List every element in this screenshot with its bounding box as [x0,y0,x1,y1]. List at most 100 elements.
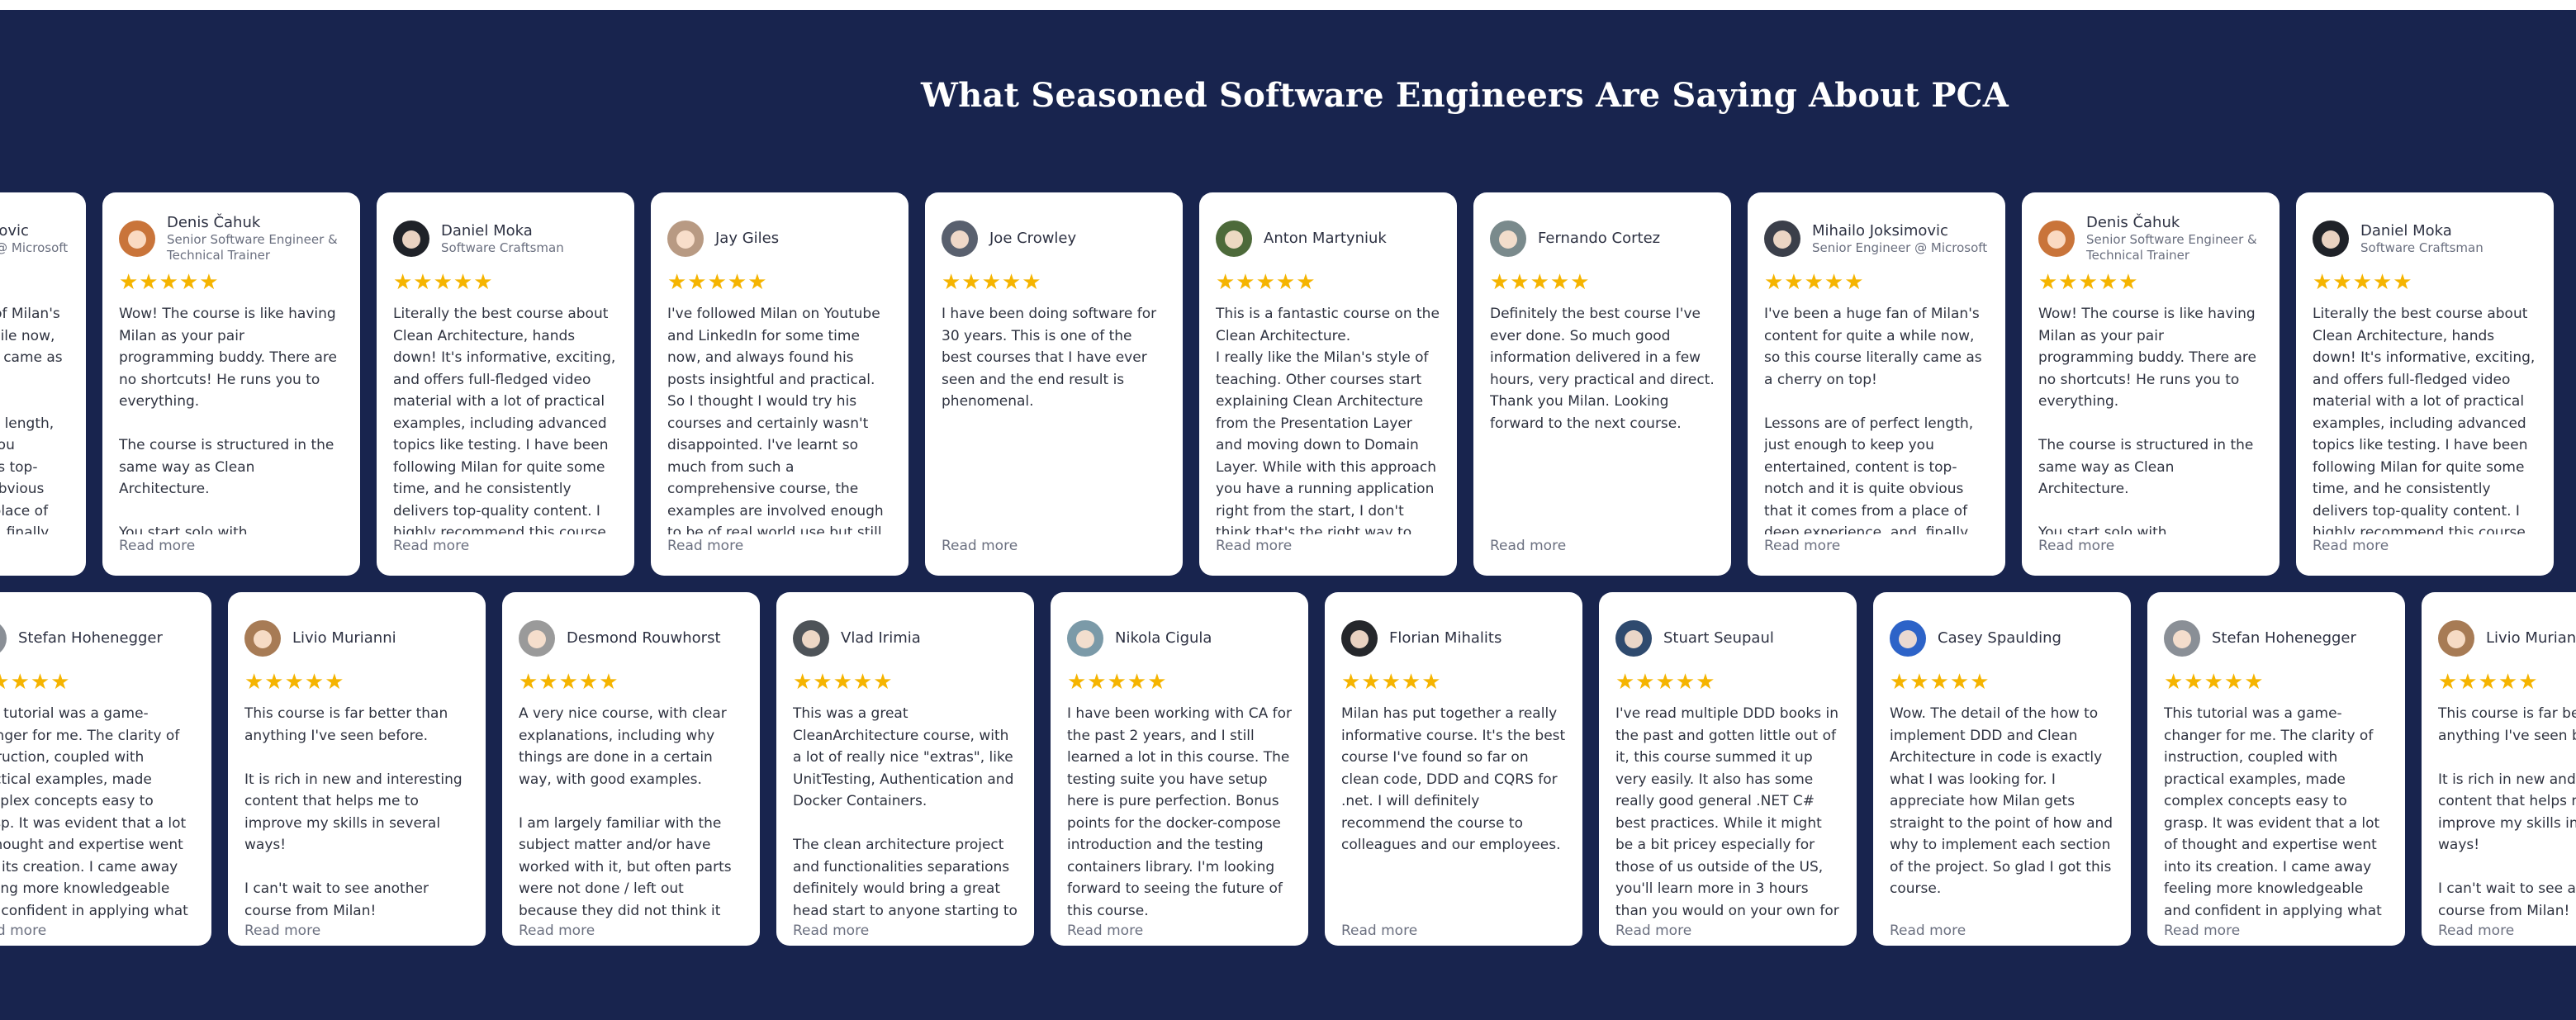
testimonial-text: I've read multiple DDD books in the past… [1615,705,1839,919]
read-more-link[interactable]: Read more [119,538,196,554]
testimonial-card: Stuart Seupaul ★★★★★ I've read multiple DD… [1599,592,1857,946]
star-rating: ★★★★★ [1067,670,1168,695]
read-more-link[interactable]: Read more [1615,923,1692,939]
reviewer-info: Nikola Cigula [1115,629,1212,648]
testimonial-card: Denis Čahuk Senior Software Engineer & Te… [2022,192,2279,576]
reviewer-header: Nikola Cigula [1067,614,1292,663]
read-more-link[interactable]: Read more [1490,538,1567,554]
testimonial-card: Stefan Hohenegger ★★★★★ This tutorial was … [2147,592,2405,946]
reviewer-header: Vlad Irimia [793,614,1018,663]
testimonial-card: Daniel Moka Software Craftsman ★★★★★ Litera… [377,192,634,576]
testimonial-card: Denis Čahuk Senior Software Engineer & Te… [102,192,360,576]
reviewer-header: Fernando Cortez [1490,214,1715,263]
reviewer-info: Stefan Hohenegger [2212,629,2356,648]
read-more-link[interactable]: Read more [1341,923,1418,939]
testimonial-text: Wow! The course is like having Milan as … [119,306,337,534]
avatar [519,620,555,657]
read-more-link[interactable]: Read more [2438,923,2515,939]
testimonial-text: I have been working with CA for the past… [1067,705,1292,919]
reviewer-info: Livio Murianni [292,629,396,648]
testimonial-text: I have been doing software for 30 years.… [942,306,1157,410]
reviewer-role: Software Craftsman [2360,240,2483,255]
read-more-link[interactable]: Read more [244,923,321,939]
reviewer-info: Vlad Irimia [841,629,921,648]
avatar [1067,620,1103,657]
read-more-link[interactable]: Read more [793,923,870,939]
reviewer-header: Stuart Seupaul [1615,614,1840,663]
reviewer-header: Anton Martyniuk [1216,214,1440,263]
read-more-link[interactable]: Read more [519,923,595,939]
reviewer-role: Senior Software Engineer & Technical Tra… [2086,232,2257,263]
read-more-link[interactable]: Read more [2038,538,2115,554]
read-more-link[interactable]: Read more [393,538,470,554]
read-more-link[interactable]: Read more [1764,538,1841,554]
reviewer-header: Desmond Rouwhorst [519,614,743,663]
reviewer-name: Vlad Irimia [841,629,921,647]
avatar [1764,221,1800,257]
testimonial-text: This was a great CleanArchitecture cours… [793,705,1018,919]
avatar [2313,221,2349,257]
section-title: What Seasoned Software Engineers Are Say… [921,76,2009,115]
testimonial-text: Literally the best course about Clean Ar… [2313,306,2536,534]
reviewer-info: Desmond Rouwhorst [567,629,721,648]
testimonial-text: This course is far better than anything … [2438,705,2576,919]
reviewer-header: Daniel Moka Software Craftsman [393,214,618,263]
star-rating: ★★★★★ [393,270,494,295]
testimonial-card: Anton Martyniuk ★★★★★ This is a fantastic … [1199,192,1457,576]
testimonial-text: Definitely the best course I've ever don… [1490,306,1715,432]
avatar [942,221,978,257]
reviewer-header: Stefan Hohenegger [2164,614,2389,663]
reviewer-info: Stefan Hohenegger [18,629,163,648]
read-more-link[interactable]: Read more [1890,923,1966,939]
avatar [793,620,829,657]
reviewer-info: Anton Martyniuk [1264,230,1387,248]
reviewer-info: Fernando Cortez [1538,230,1660,248]
read-more-link[interactable]: Read more [1067,923,1144,939]
read-more-link[interactable]: Read more [0,923,47,939]
star-rating: ★★★★★ [0,670,71,695]
avatar [667,221,704,257]
read-more-link[interactable]: Read more [667,538,744,554]
reviewer-header: Livio Murianni [2438,614,2576,663]
testimonial-card: Joe Crowley ★★★★★ I have been doing softwa… [925,192,1183,576]
reviewer-name: Stefan Hohenegger [2212,629,2356,647]
avatar [1341,620,1378,657]
reviewer-header: Denis Čahuk Senior Software Engineer & Te… [2038,214,2263,263]
reviewer-role: Software Craftsman [441,240,564,255]
reviewer-name: Daniel Moka [2360,221,2452,240]
reviewer-name: Fernando Cortez [1538,230,1661,247]
reviewer-info: Stuart Seupaul [1663,629,1774,648]
testimonial-card: Daniel Moka Software Craftsman ★★★★★ Litera… [2296,192,2554,576]
star-rating: ★★★★★ [2038,270,2139,295]
reviewer-info: Jay Giles [715,230,779,248]
reviewer-info: Denis Čahuk Senior Software Engineer & Te… [167,214,344,263]
read-more-link[interactable]: Read more [2164,923,2241,939]
reviewer-name: Nikola Cigula [1115,629,1212,647]
avatar [119,221,155,257]
read-more-link[interactable]: Read more [1216,538,1293,554]
testimonial-card: Vlad Irimia ★★★★★ This was a great CleanAr… [776,592,1034,946]
read-more-link[interactable]: Read more [2313,538,2389,554]
reviewer-name: Mihailo Joksimovic [1812,221,1948,240]
testimonial-text: Wow! The course is like having Milan as … [2038,306,2256,534]
reviewer-name: Livio Murianni [292,629,396,647]
reviewer-name: Stefan Hohenegger [18,629,163,647]
reviewer-role: Senior Engineer @ Microsoft [0,240,69,255]
testimonial-text: This is a fantastic course on the Clean … [1216,306,1440,534]
reviewer-name: Mihailo Joksimovic [0,221,29,240]
reviewer-name: Daniel Moka [441,221,533,240]
star-rating: ★★★★★ [1341,670,1442,695]
star-rating: ★★★★★ [2164,670,2265,695]
star-rating: ★★★★★ [793,670,894,695]
reviewer-info: Daniel Moka Software Craftsman [441,222,564,256]
reviewer-name: Livio Murianni [2486,629,2576,647]
read-more-link[interactable]: Read more [0,538,69,554]
read-more-link[interactable]: Read more [942,538,1018,554]
reviewer-name: Casey Spaulding [1938,629,2061,647]
testimonial-text: I've been a huge fan of Milan's content … [1764,306,1982,534]
avatar [244,620,281,657]
testimonial-card: Nikola Cigula ★★★★★ I have been working wi… [1051,592,1308,946]
